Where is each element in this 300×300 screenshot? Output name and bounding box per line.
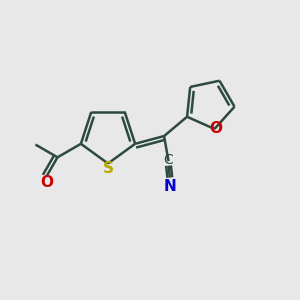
Text: N: N: [164, 179, 176, 194]
Text: O: O: [40, 175, 53, 190]
Text: O: O: [209, 122, 222, 136]
Text: C: C: [164, 153, 173, 167]
Text: S: S: [103, 161, 113, 176]
